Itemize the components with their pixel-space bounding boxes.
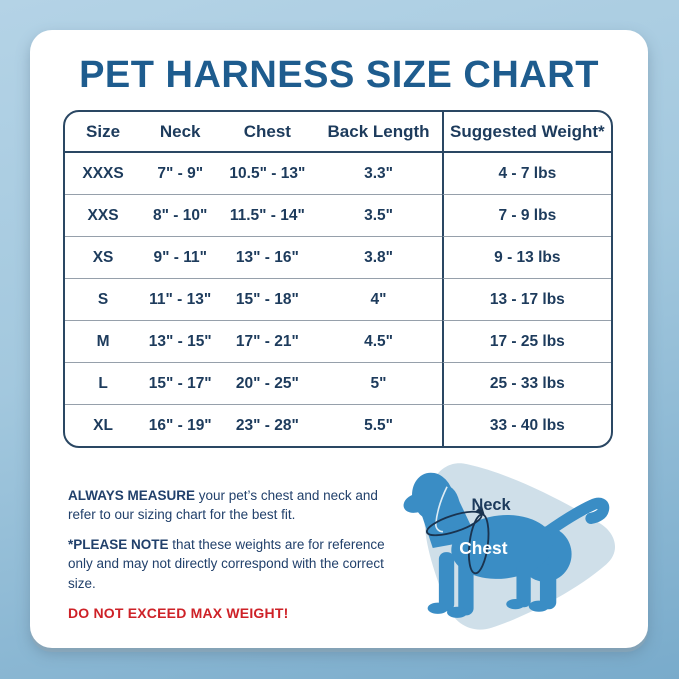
cell-size: S [65, 278, 142, 320]
cell-weight: 13 - 17 lbs [441, 278, 611, 320]
cell-size: XS [65, 236, 142, 278]
cell-chest: 20" - 25" [219, 362, 316, 404]
cell-back-length: 5.5" [315, 404, 442, 446]
cell-chest: 15" - 18" [219, 278, 316, 320]
cell-back-length: 4.5" [315, 320, 442, 362]
dog-front-leg [438, 552, 455, 612]
reference-note-text: that these weights are for reference onl… [68, 537, 385, 591]
table-header-row: Size Neck Chest Back Length Suggested We… [65, 112, 611, 153]
dog-front-foot [447, 606, 468, 618]
dog-measurement-diagram: Neck Chest [396, 454, 641, 646]
cell-size: XXXS [82, 164, 124, 182]
header-suggested-weight: Suggested Weight* [441, 112, 611, 153]
table-row: S 11" - 13" 15" - 18" 4" 13 - 17 lbs [65, 278, 611, 320]
cell-back-length: 5" [315, 362, 442, 404]
cell-back-length: 3.3" [364, 164, 393, 182]
cell-neck: 16" - 19" [141, 404, 220, 446]
cell-back-length: 3.8" [315, 236, 442, 278]
table-row: XL 16" - 19" 23" - 28" 5.5" 33 - 40 lbs [65, 404, 611, 446]
cell-neck: 9" - 11" [141, 236, 220, 278]
cell-back-length: 4" [315, 278, 442, 320]
header-chest: Chest [219, 112, 316, 153]
dog-tail [539, 497, 610, 540]
cell-neck: 13" - 15" [141, 320, 220, 362]
table-row: L 15" - 17" 20" - 25" 5" 25 - 33 lbs [65, 362, 611, 404]
dog-front-foot [427, 602, 449, 614]
header-back-length: Back Length [315, 112, 442, 153]
dog-muzzle [403, 493, 430, 513]
size-chart-table: Size Neck Chest Back Length Suggested We… [63, 110, 613, 448]
table-row: XXXS 7" - 9" 10.5" - 13" 3.3" 4 - 7 lbs [65, 153, 611, 194]
neck-label: Neck [472, 496, 512, 514]
cell-neck: 8" - 10" [141, 194, 220, 236]
measure-note: ALWAYS MEASURE your pet’s chest and neck… [68, 486, 388, 524]
cell-chest: 11.5" - 14" [219, 194, 316, 236]
chest-label: Chest [459, 538, 507, 558]
cell-weight: 9 - 13 lbs [441, 236, 611, 278]
cell-weight: 7 - 9 lbs [441, 194, 611, 236]
reference-note-bold: *PLEASE NOTE [68, 537, 169, 553]
cell-neck: 11" - 13" [141, 278, 220, 320]
dog-front-leg [458, 558, 474, 616]
chest-measure-loop [467, 513, 490, 575]
size-chart-card: PET HARNESS SIZE CHART Size Neck Chest B… [30, 30, 648, 648]
cell-neck: 7" - 9" [157, 164, 204, 182]
header-size: Size [65, 112, 142, 153]
cell-size: L [65, 362, 142, 404]
cell-neck: 15" - 17" [141, 362, 220, 404]
dog-rear-leg [516, 560, 531, 608]
cell-weight: 33 - 40 lbs [441, 404, 611, 446]
dog-rear-leg [539, 564, 557, 610]
cell-chest: 23" - 28" [219, 404, 316, 446]
ear-contour-line [434, 486, 448, 533]
reference-note: *PLEASE NOTE that these weights are for … [68, 535, 388, 592]
cell-chest: 13" - 16" [219, 236, 316, 278]
header-neck: Neck [141, 112, 220, 153]
table-row: M 13" - 15" 17" - 21" 4.5" 17 - 25 lbs [65, 320, 611, 362]
dog-silhouette [403, 472, 610, 618]
cell-size: XXS [65, 194, 142, 236]
measure-note-bold: ALWAYS MEASURE [68, 488, 196, 503]
cell-weight: 4 - 7 lbs [441, 153, 611, 194]
dog-rear-foot [528, 600, 550, 612]
table-row: XXS 8" - 10" 11.5" - 14" 3.5" 7 - 9 lbs [65, 194, 611, 236]
notes-section: ALWAYS MEASURE your pet’s chest and neck… [68, 486, 388, 635]
cell-size: M [65, 320, 142, 362]
measure-note-text: your pet’s chest and neck and refer to o… [68, 488, 378, 523]
cell-weight: 25 - 33 lbs [441, 362, 611, 404]
cell-weight: 17 - 25 lbs [441, 320, 611, 362]
cell-chest: 10.5" - 13" [229, 164, 306, 182]
cell-chest: 17" - 21" [219, 320, 316, 362]
page-title: PET HARNESS SIZE CHART [79, 54, 599, 96]
neck-loop-arrowhead [474, 505, 485, 516]
cell-back-length: 3.5" [315, 194, 442, 236]
cell-size: XL [65, 404, 142, 446]
max-weight-warning: DO NOT EXCEED MAX WEIGHT! [68, 604, 289, 621]
table-row: XS 9" - 11" 13" - 16" 3.8" 9 - 13 lbs [65, 236, 611, 278]
dog-rear-foot [506, 599, 525, 610]
dog-illustration: Neck Chest [403, 463, 616, 630]
